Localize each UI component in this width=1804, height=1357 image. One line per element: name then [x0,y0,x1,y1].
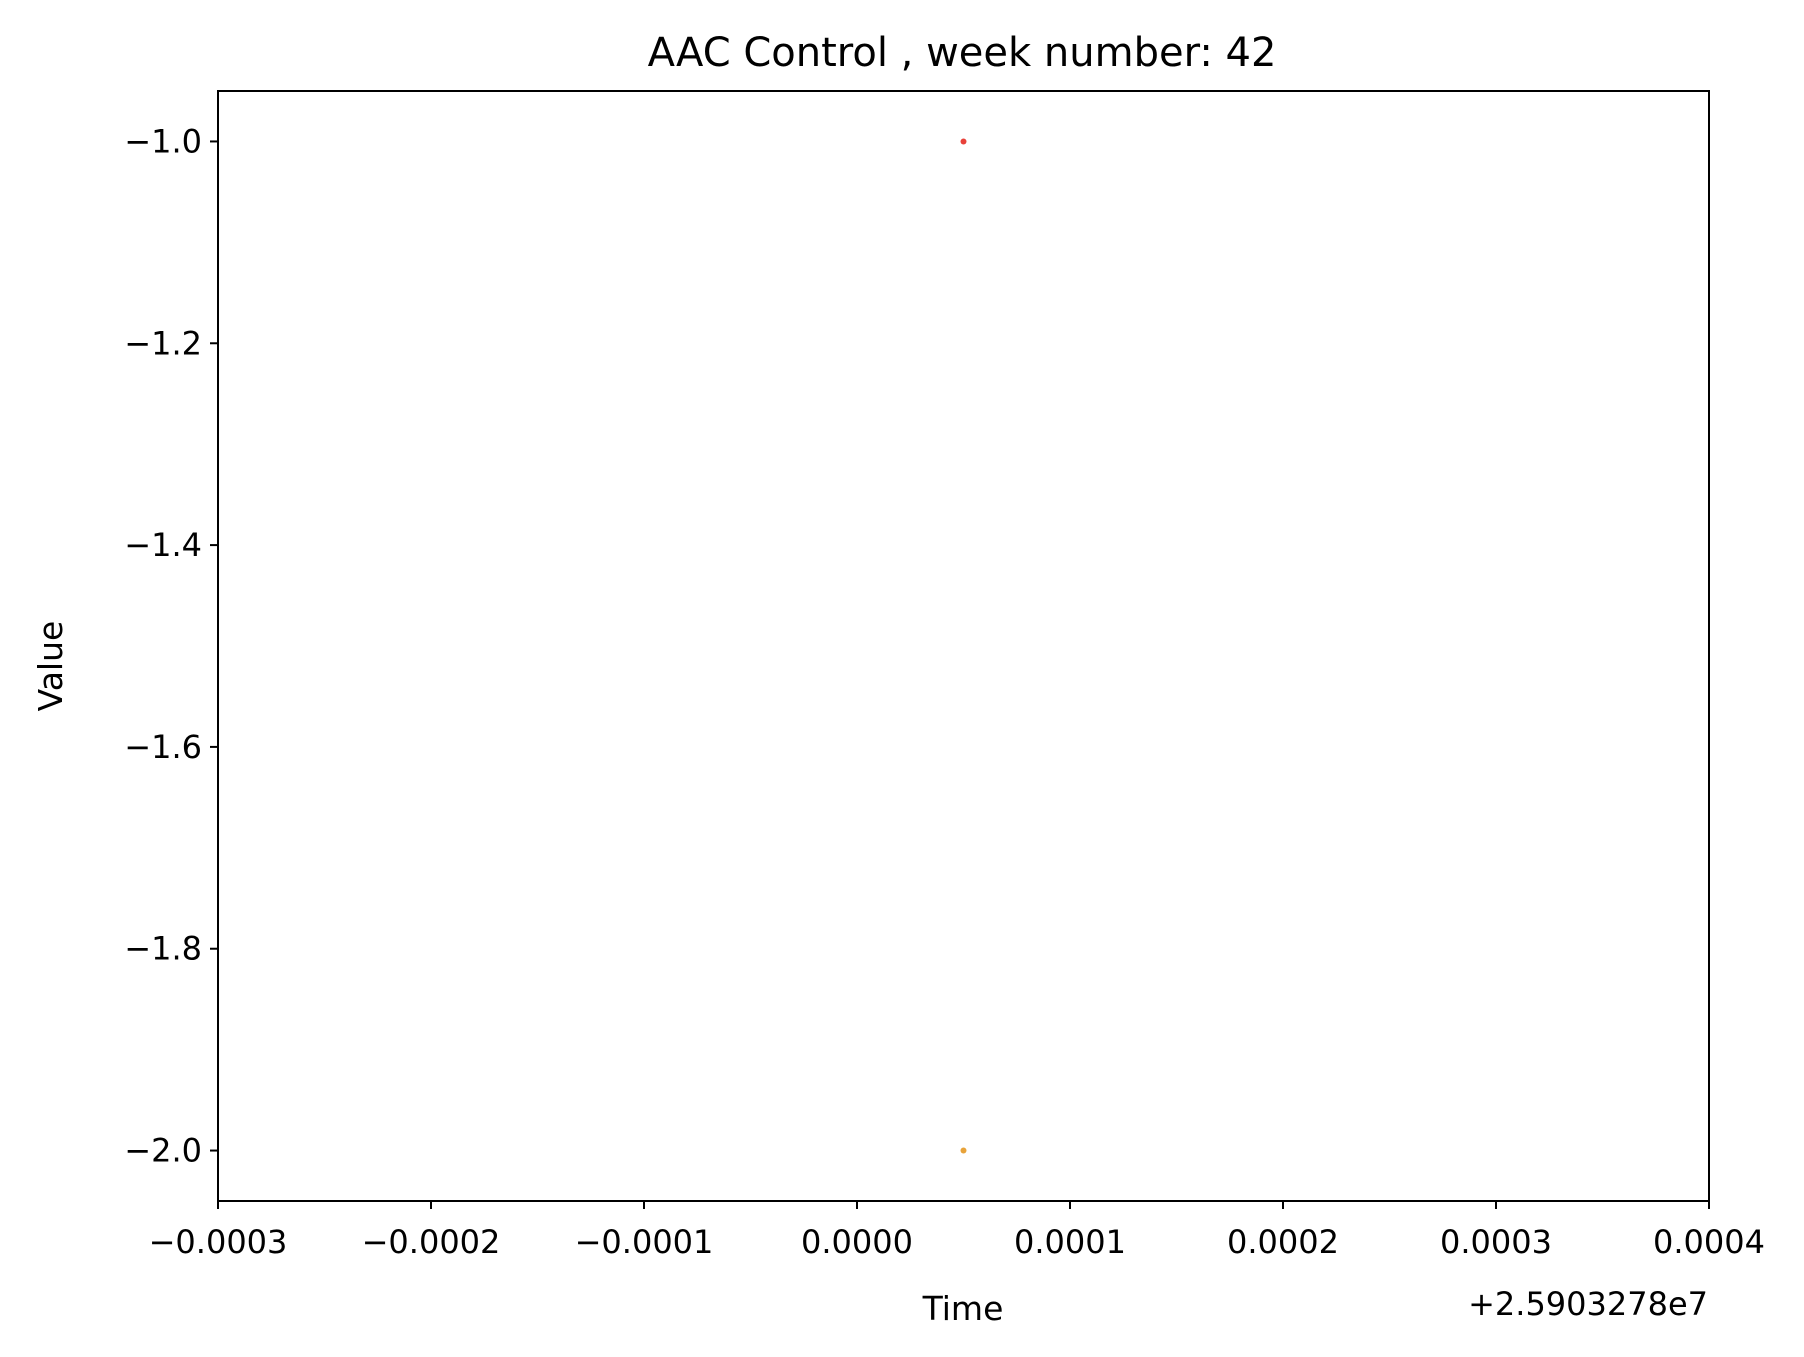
y-tick-label: −1.2 [124,324,202,362]
y-axis-label: Value [31,621,70,712]
y-tick-label: −1.4 [124,526,202,564]
y-tick-label: −1.6 [124,728,202,766]
x-tick-label: 0.0001 [1014,1223,1126,1261]
x-tick-label: 0.0004 [1653,1223,1765,1261]
x-tick-label: 0.0000 [801,1223,913,1261]
y-tick-label: −1.8 [124,930,202,968]
x-axis-offset-label: +2.5903278e7 [1468,1285,1708,1323]
data-points [960,138,967,1154]
x-axis-ticks: −0.0003 −0.0002 −0.0001 0.0000 0.0001 0.0002 0… [149,1201,1765,1261]
data-point [960,138,967,145]
x-tick-label: 0.0003 [1440,1223,1552,1261]
x-tick-label: −0.0001 [575,1223,714,1261]
plot-area-frame [217,90,1710,1202]
y-tick-label: −1.0 [124,122,202,160]
data-point [960,1147,967,1154]
chart-title: AAC Control , week number: 42 [648,30,1277,76]
x-tick-label: −0.0003 [149,1223,288,1261]
x-tick-label: −0.0002 [362,1223,501,1261]
x-tick-label: 0.0002 [1227,1223,1339,1261]
y-tick-label: −2.0 [124,1132,202,1170]
x-axis-label: Time [922,1289,1004,1328]
y-axis-ticks: −1.0 −1.2 −1.4 −1.6 −1.8 −2.0 [124,122,218,1170]
